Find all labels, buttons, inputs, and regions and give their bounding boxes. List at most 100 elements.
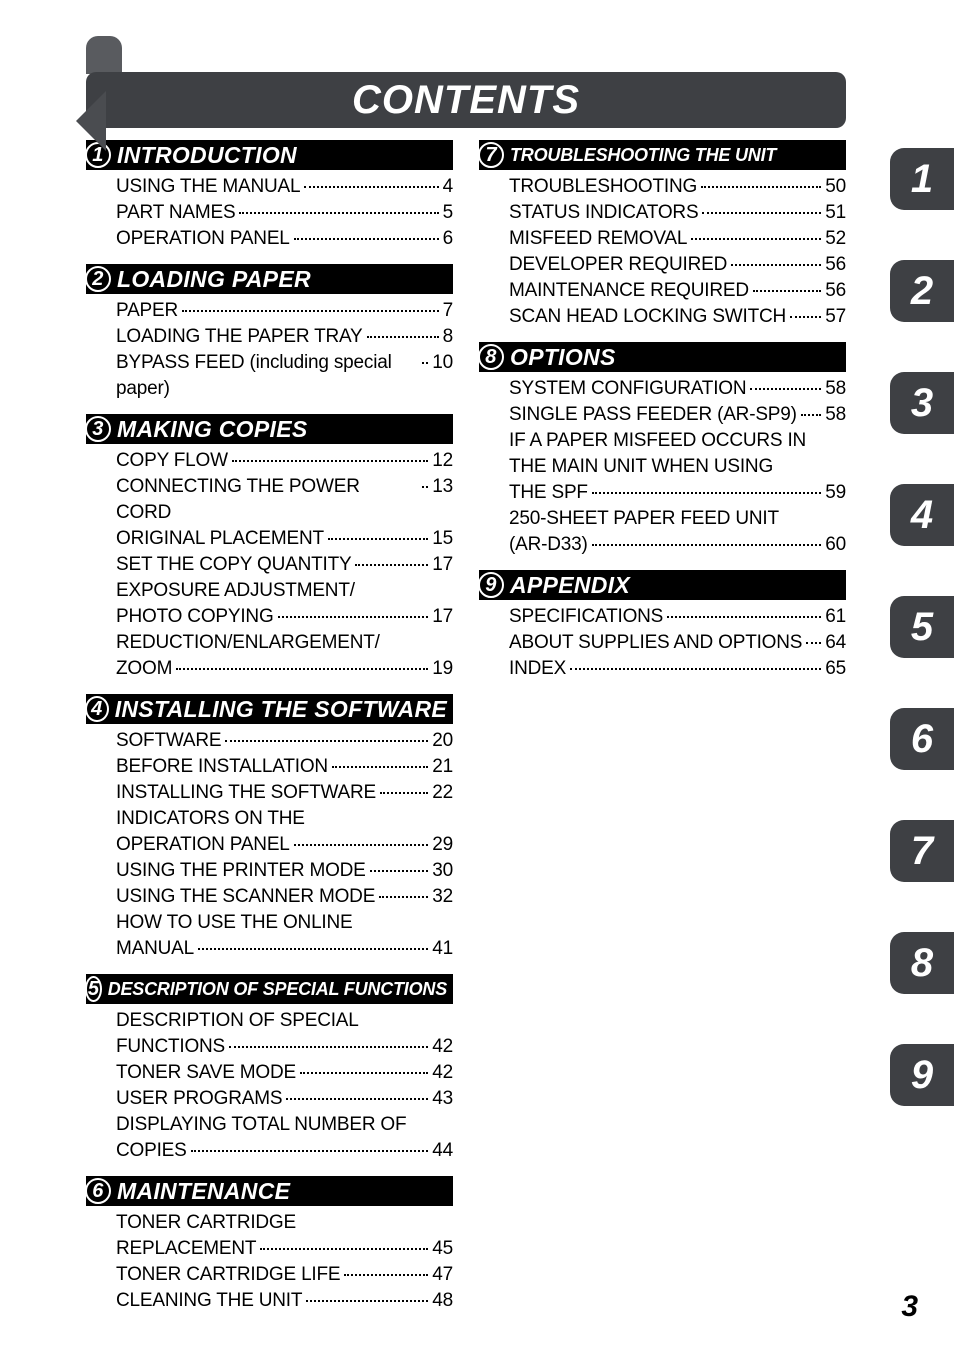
- leader-dots: [300, 1072, 428, 1074]
- entry-page: 32: [432, 884, 453, 910]
- leader-dots: [367, 336, 439, 338]
- chapter-tab[interactable]: 3: [890, 372, 954, 434]
- toc-entry: SYSTEM CONFIGURATION58: [509, 376, 846, 402]
- chapter-tab[interactable]: 7: [890, 820, 954, 882]
- entry-page: 21: [432, 754, 453, 780]
- toc-entry: REDUCTION/ENLARGEMENT/: [116, 630, 453, 656]
- entry-page: 13: [432, 474, 453, 500]
- toc-entry: CONNECTING THE POWER CORD13: [116, 474, 453, 526]
- toc-entry: TROUBLESHOOTING50: [509, 174, 846, 200]
- section-title: INTRODUCTION: [117, 142, 297, 169]
- toc-entry: LOADING THE PAPER TRAY8: [116, 324, 453, 350]
- toc-section: 7TROUBLESHOOTING THE UNITTROUBLESHOOTING…: [479, 140, 846, 330]
- leader-dots: [380, 792, 428, 794]
- chapter-tab[interactable]: 6: [890, 708, 954, 770]
- toc-entry: OPERATION PANEL 29: [116, 832, 453, 858]
- toc-entry: COPY FLOW12: [116, 448, 453, 474]
- entry-label: THE SPF: [509, 480, 588, 506]
- chapter-tab[interactable]: 2: [890, 260, 954, 322]
- section-title: MAKING COPIES: [117, 416, 307, 443]
- chapter-tab[interactable]: 8: [890, 932, 954, 994]
- entry-page: 45: [432, 1236, 453, 1262]
- chapter-tab[interactable]: 9: [890, 1044, 954, 1106]
- leader-dots: [225, 740, 428, 742]
- leader-dots: [176, 668, 428, 670]
- leader-dots: [702, 212, 821, 214]
- entry-label: DISPLAYING TOTAL NUMBER OF: [116, 1112, 406, 1138]
- entry-page: 12: [432, 448, 453, 474]
- leader-dots: [667, 616, 821, 618]
- entry-label: PART NAMES: [116, 200, 235, 226]
- entry-page: 29: [432, 832, 453, 858]
- entry-page: 30: [432, 858, 453, 884]
- title-text: CONTENTS: [352, 78, 580, 123]
- section-number-badge: 8: [478, 344, 504, 370]
- entry-label: CLEANING THE UNIT: [116, 1288, 302, 1314]
- entry-page: 61: [825, 604, 846, 630]
- chapter-tab[interactable]: 5: [890, 596, 954, 658]
- entry-label: OPERATION PANEL: [116, 226, 290, 252]
- left-column: 1INTRODUCTIONUSING THE MANUAL4PART NAMES…: [86, 140, 453, 1326]
- toc-entry: DEVELOPER REQUIRED56: [509, 252, 846, 278]
- leader-dots: [304, 186, 438, 188]
- entry-page: 51: [825, 200, 846, 226]
- entry-label: USER PROGRAMS: [116, 1086, 282, 1112]
- leader-dots: [753, 290, 821, 292]
- entry-page: 56: [825, 278, 846, 304]
- section-heading: 8OPTIONS: [479, 342, 846, 372]
- entry-page: 5: [443, 200, 453, 226]
- leader-dots: [278, 616, 429, 618]
- leader-dots: [701, 186, 821, 188]
- leader-dots: [229, 1046, 428, 1048]
- section-title: LOADING PAPER: [117, 266, 311, 293]
- chapter-tab[interactable]: 1: [890, 148, 954, 210]
- entry-page: 10: [432, 350, 453, 376]
- entry-page: 19: [432, 656, 453, 682]
- entry-page: 17: [432, 552, 453, 578]
- entry-label: USING THE PRINTER MODE: [116, 858, 366, 884]
- section-heading: 1INTRODUCTION: [86, 140, 453, 170]
- entry-label: SET THE COPY QUANTITY: [116, 552, 351, 578]
- section-heading: 6MAINTENANCE: [86, 1176, 453, 1206]
- contents-columns: 1INTRODUCTIONUSING THE MANUAL4PART NAMES…: [86, 140, 846, 1326]
- leader-dots: [294, 238, 439, 240]
- section-heading: 3MAKING COPIES: [86, 414, 453, 444]
- section-number-badge: 7: [478, 142, 504, 168]
- toc-entry: INDICATORS ON THE: [116, 806, 453, 832]
- leader-dots: [306, 1300, 428, 1302]
- leader-dots: [370, 870, 429, 872]
- leader-dots: [691, 238, 821, 240]
- toc-entry: INSTALLING THE SOFTWARE22: [116, 780, 453, 806]
- entry-page: 47: [432, 1262, 453, 1288]
- leader-dots: [355, 564, 428, 566]
- entry-page: 43: [432, 1086, 453, 1112]
- entry-label: TONER CARTRIDGE: [116, 1210, 296, 1236]
- toc-entry: SPECIFICATIONS 61: [509, 604, 846, 630]
- entry-page: 6: [443, 226, 453, 252]
- entry-label: COPIES: [116, 1138, 187, 1164]
- entry-page: 48: [432, 1288, 453, 1314]
- leader-dots: [294, 844, 429, 846]
- toc-entry: PHOTO COPYING17: [116, 604, 453, 630]
- leader-dots: [806, 642, 821, 644]
- chapter-tab[interactable]: 4: [890, 484, 954, 546]
- leader-dots: [422, 486, 428, 488]
- entry-label: SPECIFICATIONS: [509, 604, 663, 630]
- toc-entry: FUNCTIONS42: [116, 1034, 453, 1060]
- toc-entry: BYPASS FEED (including special paper) 10: [116, 350, 453, 402]
- entry-label: SCAN HEAD LOCKING SWITCH: [509, 304, 786, 330]
- toc-entry: BEFORE INSTALLATION21: [116, 754, 453, 780]
- entry-label: BYPASS FEED (including special paper): [116, 350, 418, 402]
- toc-section: 8OPTIONSSYSTEM CONFIGURATION58SINGLE PAS…: [479, 342, 846, 558]
- entry-label: OPERATION PANEL: [116, 832, 290, 858]
- section-title: MAINTENANCE: [117, 1178, 290, 1205]
- section-entries: SPECIFICATIONS61ABOUT SUPPLIES AND OPTIO…: [479, 604, 846, 682]
- entry-page: 22: [432, 780, 453, 806]
- entry-label: STATUS INDICATORS: [509, 200, 698, 226]
- entry-label: FUNCTIONS: [116, 1034, 225, 1060]
- entry-page: 17: [432, 604, 453, 630]
- section-entries: TONER CARTRIDGEREPLACEMENT45TONER CARTRI…: [86, 1210, 453, 1314]
- leader-dots: [592, 544, 822, 546]
- toc-entry: SET THE COPY QUANTITY 17: [116, 552, 453, 578]
- section-number-badge: 6: [85, 1178, 111, 1204]
